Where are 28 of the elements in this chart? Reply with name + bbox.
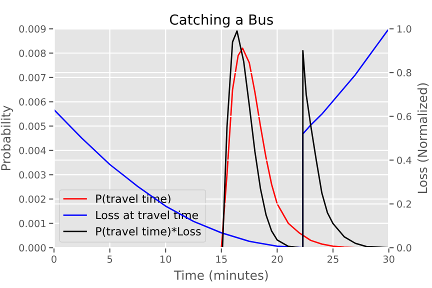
y2-tick-label: 0.4 [397, 156, 412, 164]
y-tick-label: 0.000 [19, 244, 46, 252]
y-tick-label: 0.001 [19, 220, 46, 228]
x-tick-label: 30 [383, 255, 394, 263]
x-axis-title: Time (minutes) [174, 270, 268, 282]
y-tick-label: 0.002 [19, 196, 46, 203]
chart-title: Catching a Bus [170, 14, 273, 28]
y-axis-title: Probability [0, 106, 13, 170]
y-tick-label: 0.006 [19, 98, 46, 106]
y-tick-label: 0.003 [19, 171, 46, 179]
y-tick-label: 0.005 [19, 122, 46, 130]
y-tick-label: 0.007 [19, 74, 46, 82]
x-tick-label: 5 [107, 256, 112, 263]
x-tick-label: 25 [328, 255, 338, 263]
x-tick-label: 15 [216, 256, 227, 263]
y-tick-label: 0.008 [19, 50, 46, 57]
x-tick-label: 20 [272, 255, 283, 263]
y2-tick-label: 0.2 [397, 200, 411, 208]
x-tick-label: 10 [160, 255, 172, 263]
y-tick-label: 0.009 [19, 25, 46, 33]
legend-label: P(travel time)*Loss [96, 226, 201, 237]
x-tick-label: 0 [52, 255, 56, 263]
y2-tick-label: 0.0 [397, 244, 412, 252]
y2-tick-label: 0.8 [397, 69, 412, 76]
y2-axis-title: Loss (Normalized) [417, 83, 429, 194]
y-tick-label: 0.004 [19, 146, 46, 154]
y2-tick-label: 1.0 [398, 25, 412, 33]
y2-tick-label: 0.6 [397, 112, 412, 120]
